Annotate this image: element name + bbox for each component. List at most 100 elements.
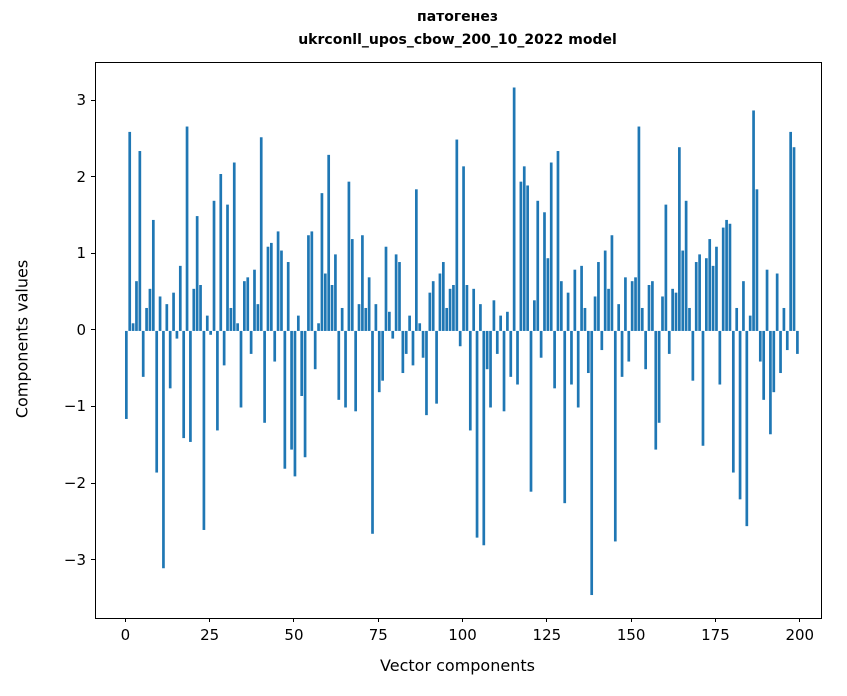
bar xyxy=(529,330,533,492)
bar xyxy=(344,330,347,408)
bar xyxy=(728,223,732,331)
x-tick-label: 175 xyxy=(701,626,730,644)
bar xyxy=(684,200,688,331)
x-tick-label: 200 xyxy=(785,626,815,644)
bar xyxy=(738,330,742,500)
bar xyxy=(388,311,391,331)
bar xyxy=(270,242,273,331)
y-tick-label: 3 xyxy=(76,91,86,110)
bar xyxy=(570,330,573,385)
x-tick-label: 0 xyxy=(120,626,131,644)
bar xyxy=(452,285,455,331)
y-tick-label: −2 xyxy=(63,474,86,493)
bar xyxy=(489,330,492,408)
y-tick-mark xyxy=(91,99,95,101)
bar xyxy=(495,330,499,354)
bar xyxy=(563,330,567,504)
bar xyxy=(765,269,769,331)
bar xyxy=(361,235,364,331)
bar xyxy=(782,307,786,331)
x-tick-label: 75 xyxy=(368,626,388,644)
bar xyxy=(425,330,428,416)
bar xyxy=(651,281,654,331)
bar xyxy=(334,254,337,331)
bar xyxy=(296,315,300,331)
bar xyxy=(273,330,277,362)
bar xyxy=(748,315,752,331)
bar xyxy=(128,131,132,331)
bar xyxy=(688,307,691,331)
x-tick-label: 125 xyxy=(532,626,562,644)
bar xyxy=(657,330,661,423)
bar xyxy=(232,162,236,331)
bar xyxy=(742,281,745,331)
x-tick-mark xyxy=(377,618,379,622)
bar xyxy=(195,216,199,331)
bar xyxy=(560,281,563,331)
bar xyxy=(290,330,293,450)
bar xyxy=(307,235,310,331)
bar xyxy=(698,254,701,331)
bar xyxy=(337,330,341,400)
bar xyxy=(313,330,317,370)
bar xyxy=(610,235,614,331)
bar xyxy=(772,330,776,393)
bar xyxy=(398,262,401,331)
x-tick-label: 100 xyxy=(448,626,477,644)
bar xyxy=(674,292,678,331)
bar xyxy=(391,330,395,339)
bar xyxy=(404,330,408,354)
bar xyxy=(172,292,175,331)
bar xyxy=(151,219,155,331)
bar xyxy=(630,281,634,331)
bar xyxy=(462,166,465,331)
y-tick-label: 2 xyxy=(76,167,86,186)
bar xyxy=(125,330,128,419)
y-tick-label: 0 xyxy=(76,320,86,339)
bar xyxy=(216,330,219,431)
bar xyxy=(209,330,212,335)
bar xyxy=(330,285,334,331)
bar xyxy=(347,181,351,331)
bar xyxy=(246,277,250,331)
y-tick-label: −1 xyxy=(63,397,86,416)
y-tick-label: 1 xyxy=(76,244,86,263)
bar xyxy=(226,204,229,331)
bar xyxy=(613,330,617,542)
bar xyxy=(556,151,560,331)
bar xyxy=(522,166,526,331)
bar xyxy=(381,330,384,381)
x-tick-mark xyxy=(630,618,632,622)
bar xyxy=(431,281,435,331)
bar xyxy=(600,330,604,351)
bar xyxy=(411,330,415,366)
bar xyxy=(553,330,556,389)
bar xyxy=(162,330,165,569)
bar xyxy=(377,330,381,393)
bar xyxy=(731,330,735,473)
bar xyxy=(357,304,361,331)
plot-area xyxy=(95,62,822,619)
bar xyxy=(455,139,459,331)
bar xyxy=(711,265,715,331)
bar xyxy=(792,147,796,331)
bar xyxy=(145,307,148,331)
y-tick-mark xyxy=(91,405,95,407)
bar xyxy=(718,330,722,385)
bar xyxy=(175,330,179,339)
bar xyxy=(438,273,442,331)
bar xyxy=(580,265,583,331)
bar xyxy=(603,250,607,331)
bar xyxy=(647,285,651,331)
bar xyxy=(472,288,476,331)
bar xyxy=(280,250,283,331)
bar xyxy=(138,151,142,331)
bar xyxy=(300,330,304,396)
bar xyxy=(418,323,422,331)
y-tick-label: −3 xyxy=(63,550,86,569)
bar xyxy=(705,258,708,331)
bar xyxy=(640,307,644,331)
bar xyxy=(441,262,445,331)
y-tick-mark xyxy=(91,482,95,484)
bar xyxy=(371,330,374,534)
